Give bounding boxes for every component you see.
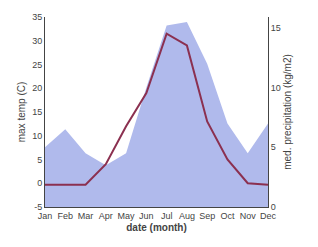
svg-text:Dec: Dec <box>260 211 277 221</box>
svg-text:Aug: Aug <box>179 211 195 221</box>
svg-text:Sep: Sep <box>199 211 215 221</box>
svg-text:15: 15 <box>271 23 281 33</box>
svg-text:-5: -5 <box>34 202 42 212</box>
svg-text:5: 5 <box>271 142 276 152</box>
svg-text:25: 25 <box>32 60 42 70</box>
svg-text:Mar: Mar <box>78 211 94 221</box>
svg-text:May: May <box>118 211 136 221</box>
svg-text:Nov: Nov <box>240 211 257 221</box>
svg-text:0: 0 <box>37 178 42 188</box>
svg-text:20: 20 <box>32 83 42 93</box>
svg-text:med. precipitation (kg/m2): med. precipitation (kg/m2) <box>282 54 293 170</box>
svg-text:max temp (C): max temp (C) <box>16 82 27 143</box>
svg-text:Feb: Feb <box>58 211 74 221</box>
svg-text:Jun: Jun <box>139 211 154 221</box>
svg-text:Apr: Apr <box>99 211 113 221</box>
svg-text:5: 5 <box>37 155 42 165</box>
svg-text:Jan: Jan <box>38 211 53 221</box>
svg-text:35: 35 <box>32 12 42 22</box>
svg-text:date (month): date (month) <box>126 222 187 233</box>
svg-text:Jul: Jul <box>161 211 173 221</box>
svg-text:30: 30 <box>32 36 42 46</box>
svg-text:15: 15 <box>32 107 42 117</box>
svg-text:10: 10 <box>32 131 42 141</box>
svg-text:10: 10 <box>271 83 281 93</box>
svg-text:0: 0 <box>271 202 276 212</box>
svg-text:Oct: Oct <box>220 211 235 221</box>
